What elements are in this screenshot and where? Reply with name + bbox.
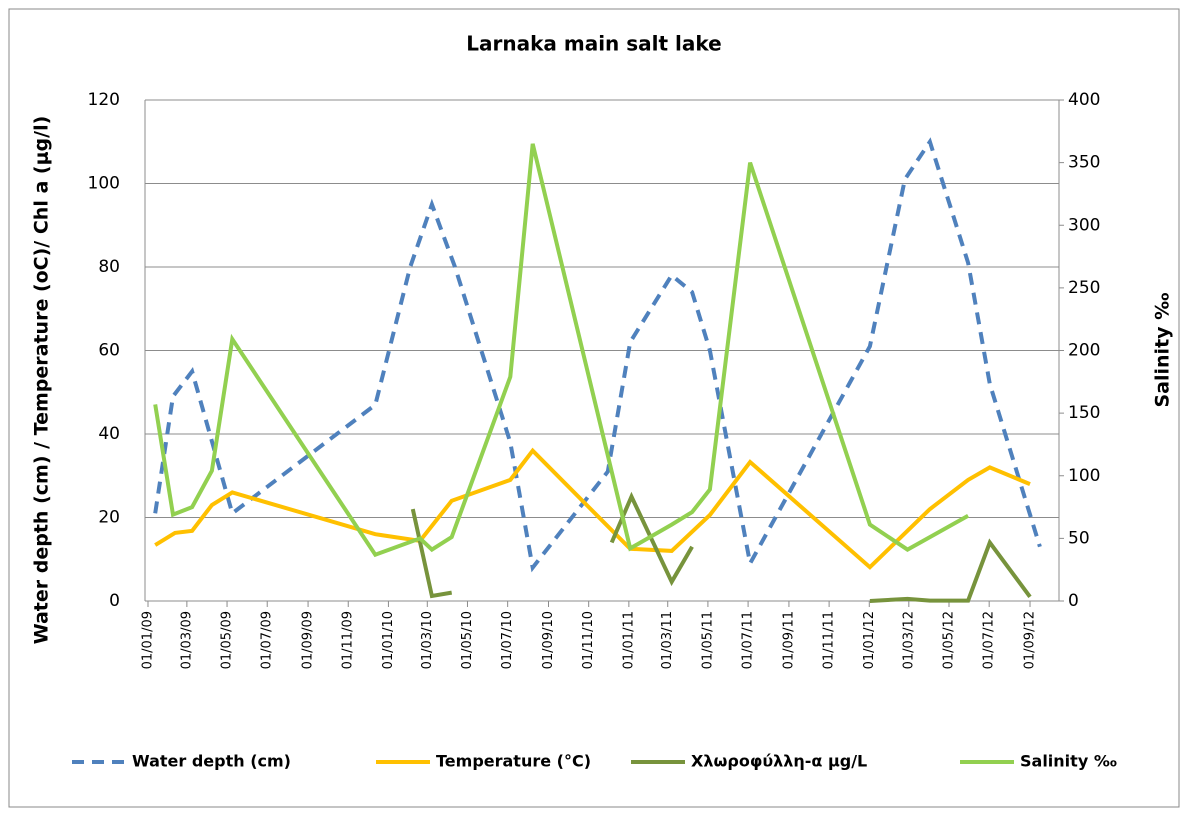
data-line (153, 137, 1042, 573)
x-tick-label: 01/05/12 (941, 611, 956, 669)
x-tick-label: 01/11/10 (581, 611, 596, 669)
y2-tick-label: 150 (1068, 403, 1100, 423)
legend-label: Salinity ‰ (1020, 752, 1117, 771)
x-tick-label: 01/03/11 (660, 611, 675, 669)
x-tick-label: 01/01/09 (141, 611, 156, 669)
x-tick-label: 01/07/09 (260, 611, 275, 669)
x-tick-label: 01/03/10 (420, 611, 435, 669)
x-tick-label: 01/07/12 (982, 611, 997, 669)
y2-tick-label: 300 (1068, 215, 1100, 235)
x-tick-label: 01/11/09 (341, 611, 356, 669)
legend-label: Water depth (cm) (132, 752, 291, 771)
x-tick-label: 01/09/11 (781, 611, 796, 669)
legend-label: Temperature (°C) (436, 752, 591, 771)
chart-title: Larnaka main salt lake (466, 32, 721, 56)
y2-tick-label: 350 (1068, 153, 1100, 173)
x-tick-label: 01/01/10 (381, 611, 396, 669)
y-tick-label: 40 (98, 424, 120, 444)
x-tick-label: 01/07/10 (500, 611, 515, 669)
x-tick-label: 01/05/09 (220, 611, 235, 669)
x-tick-label: 01/05/10 (460, 611, 475, 669)
x-tick-label: 01/01/11 (621, 611, 636, 669)
x-tick-label: 01/09/10 (541, 611, 556, 669)
x-tick-label: 01/09/12 (1023, 611, 1038, 669)
x-tick-label: 01/09/09 (301, 611, 316, 669)
y2-tick-label: 200 (1068, 341, 1100, 361)
y2-tick-label: 250 (1068, 278, 1100, 298)
x-tick-label: 01/03/12 (901, 611, 916, 669)
y-tick-label: 60 (98, 341, 120, 361)
y2-tick-label: 0 (1068, 591, 1079, 611)
data-line (154, 447, 1031, 570)
y-tick-label: 100 (88, 174, 120, 194)
y2-tick-label: 400 (1068, 90, 1100, 110)
y-tick-label: 80 (98, 257, 120, 277)
x-tick-label: 01/07/11 (741, 611, 756, 669)
x-tick-label: 01/05/11 (700, 611, 715, 669)
y2-tick-label: 50 (1068, 528, 1090, 548)
x-tick-label: 01/03/09 (179, 611, 194, 669)
y-tick-label: 120 (88, 90, 120, 110)
y2-tick-label: 100 (1068, 466, 1100, 486)
x-tick-label: 01/01/12 (862, 611, 877, 669)
x-tick-label: 01/11/11 (822, 611, 837, 669)
y-tick-label: 20 (98, 508, 120, 528)
chart-border (8, 8, 1180, 808)
y-axis-title: Water depth (cm) / Temperature (oC)/ Chl… (31, 116, 53, 645)
data-line (153, 143, 970, 558)
y2-axis-title: Salinity ‰ (1152, 292, 1174, 407)
legend-label: Χλωροφύλλη-α μg/L (691, 752, 867, 771)
y-tick-label: 0 (109, 591, 120, 611)
